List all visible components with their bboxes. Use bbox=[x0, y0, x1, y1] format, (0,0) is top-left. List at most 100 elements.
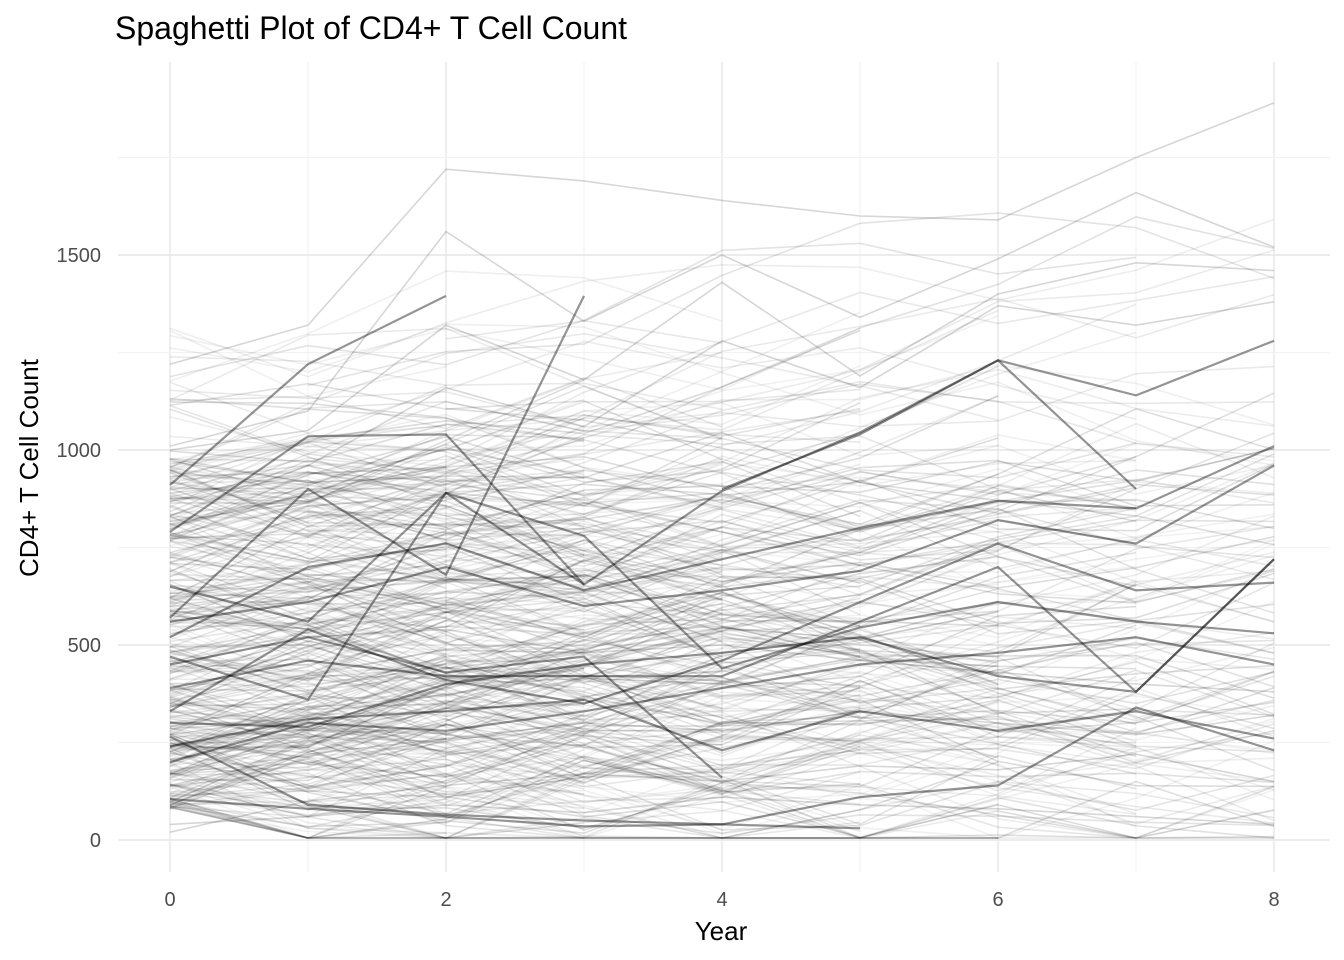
subject-line bbox=[169, 600, 1137, 635]
subject-line bbox=[169, 397, 585, 443]
subject-line bbox=[169, 327, 861, 391]
subject-line bbox=[169, 715, 1275, 783]
subject-line bbox=[307, 331, 1137, 496]
subject-line bbox=[169, 774, 998, 839]
subject-line bbox=[169, 591, 999, 684]
y-tick-label: 1500 bbox=[57, 245, 102, 267]
subject-line bbox=[169, 508, 1275, 574]
subject-line bbox=[169, 327, 723, 441]
subject-line bbox=[445, 660, 1275, 724]
subject-line bbox=[169, 498, 999, 601]
subject-line bbox=[169, 806, 861, 839]
subject-line bbox=[169, 658, 1275, 839]
subject-line bbox=[169, 459, 999, 527]
subject-line bbox=[169, 710, 1275, 787]
subject-line bbox=[169, 530, 1275, 623]
subject-line bbox=[169, 484, 1137, 581]
subject-line bbox=[169, 444, 1275, 594]
subject-line bbox=[169, 657, 999, 839]
subject-line bbox=[169, 724, 447, 809]
subject-line bbox=[445, 584, 1275, 707]
subject-line bbox=[169, 388, 861, 484]
subject-line bbox=[169, 400, 723, 469]
subject-line bbox=[169, 559, 723, 680]
subject-line bbox=[169, 780, 1275, 839]
subject-line bbox=[169, 771, 1275, 839]
subject-line bbox=[169, 332, 999, 469]
x-tick-label: 8 bbox=[1268, 889, 1279, 911]
subject-line bbox=[169, 365, 861, 468]
subject-line bbox=[169, 691, 1137, 835]
subject-line bbox=[169, 711, 1275, 839]
subject-line bbox=[169, 629, 723, 761]
subject-line bbox=[169, 625, 585, 709]
subject-line bbox=[445, 468, 1137, 518]
subject-line bbox=[169, 441, 447, 489]
subject-line bbox=[169, 595, 1275, 697]
subject-line bbox=[169, 713, 585, 788]
subject-line bbox=[169, 218, 1275, 378]
subject-line bbox=[169, 580, 1275, 720]
x-tick-label: 2 bbox=[440, 889, 451, 911]
subject-line bbox=[169, 736, 861, 793]
subject-line bbox=[169, 706, 1275, 828]
subject-line bbox=[169, 727, 447, 806]
subject-line bbox=[169, 534, 447, 589]
subject-line bbox=[169, 641, 1275, 732]
subject-line bbox=[445, 528, 723, 574]
subject-line bbox=[169, 657, 723, 718]
subject-line bbox=[169, 655, 723, 732]
subject-line bbox=[169, 554, 1275, 759]
subject-line bbox=[169, 365, 999, 496]
subject-line bbox=[169, 735, 585, 810]
subject-line bbox=[169, 545, 1275, 625]
subject-line bbox=[307, 619, 861, 682]
subject-line bbox=[169, 623, 723, 698]
subject-line bbox=[169, 624, 1137, 790]
subject-line bbox=[169, 464, 447, 503]
subject-line bbox=[169, 395, 999, 552]
subject-line bbox=[169, 392, 1275, 557]
subject-line bbox=[169, 448, 585, 542]
subject-line bbox=[169, 760, 1275, 839]
x-tick-label: 4 bbox=[716, 889, 727, 911]
subject-line bbox=[169, 729, 999, 805]
subject-line bbox=[169, 571, 585, 592]
subject-line bbox=[169, 626, 861, 717]
subject-line bbox=[169, 395, 999, 503]
subject-line bbox=[169, 570, 723, 645]
subject-line bbox=[169, 605, 1137, 776]
subject-line bbox=[169, 351, 723, 448]
subject-lines bbox=[169, 102, 1275, 833]
subject-line bbox=[169, 733, 1275, 839]
subject-line bbox=[169, 639, 1275, 725]
subject-line bbox=[169, 525, 1275, 755]
x-tick-labels: 0 2 4 6 8 bbox=[164, 889, 1279, 911]
subject-line bbox=[169, 509, 861, 621]
subject-line bbox=[169, 669, 585, 779]
subject-line bbox=[169, 761, 1136, 839]
subject-line bbox=[169, 699, 1137, 817]
subject-line bbox=[169, 570, 447, 650]
subject-line bbox=[169, 670, 1275, 784]
subject-line bbox=[169, 600, 999, 734]
y-tick-label: 500 bbox=[68, 635, 101, 657]
subject-line bbox=[169, 424, 447, 508]
subject-line bbox=[169, 555, 723, 613]
subject-line bbox=[169, 535, 585, 693]
subject-line bbox=[169, 727, 447, 764]
subject-line bbox=[169, 682, 861, 805]
subject-line bbox=[169, 402, 999, 527]
subject-line bbox=[169, 676, 1137, 753]
subject-line bbox=[169, 631, 585, 688]
y-tick-label: 0 bbox=[90, 830, 101, 852]
subject-line bbox=[169, 601, 723, 675]
subject-line bbox=[169, 636, 723, 779]
subject-line bbox=[169, 502, 1137, 622]
subject-line bbox=[169, 720, 1137, 839]
subject-line bbox=[169, 636, 861, 720]
subject-line bbox=[169, 678, 1275, 758]
subject-line bbox=[445, 653, 861, 708]
subject-line bbox=[307, 545, 861, 710]
subject-line bbox=[169, 639, 1275, 743]
